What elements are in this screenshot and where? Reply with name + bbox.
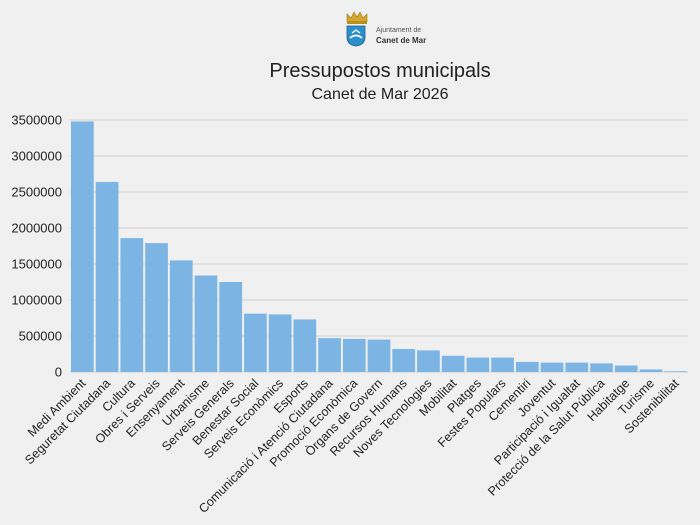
bar[interactable] xyxy=(120,238,144,372)
bar[interactable] xyxy=(590,363,613,372)
shield-icon xyxy=(346,25,366,47)
bar[interactable] xyxy=(95,181,119,372)
bar[interactable] xyxy=(466,357,490,372)
bar[interactable] xyxy=(565,362,589,372)
bar[interactable] xyxy=(441,355,465,372)
bar[interactable] xyxy=(342,338,366,372)
bar[interactable] xyxy=(219,282,243,372)
bar[interactable] xyxy=(70,121,94,372)
bar[interactable] xyxy=(664,371,688,372)
bar[interactable] xyxy=(293,319,317,372)
bar[interactable] xyxy=(392,348,416,372)
bar[interactable] xyxy=(639,369,663,372)
bar[interactable] xyxy=(417,350,440,372)
bar[interactable] xyxy=(318,338,341,372)
logo-line1: Ajuntament de xyxy=(376,27,422,34)
y-tick-label: 3500000 xyxy=(11,113,62,128)
bar[interactable] xyxy=(614,365,638,372)
y-tick-label: 1000000 xyxy=(11,293,62,308)
logo: Ajuntament de Canet de Mar xyxy=(338,8,428,50)
y-tick-label: 3000000 xyxy=(11,149,62,164)
logo-line2: Canet de Mar xyxy=(376,36,427,45)
crown-icon xyxy=(346,11,368,24)
y-tick-label: 500000 xyxy=(19,329,62,344)
bar[interactable] xyxy=(367,339,391,372)
bar[interactable] xyxy=(169,260,193,372)
y-tick-label: 2000000 xyxy=(11,221,62,236)
bar[interactable] xyxy=(194,275,218,372)
bar[interactable] xyxy=(515,361,539,372)
bar[interactable] xyxy=(145,243,168,372)
bar[interactable] xyxy=(540,362,564,372)
y-tick-label: 1500000 xyxy=(11,257,62,272)
y-tick-label: 2500000 xyxy=(11,185,62,200)
bar[interactable] xyxy=(491,357,514,372)
chart-title: Pressupostos municipals xyxy=(269,60,491,82)
y-tick-label: 0 xyxy=(55,365,62,380)
chart-subtitle: Canet de Mar 2026 xyxy=(311,86,449,103)
bar[interactable] xyxy=(244,313,267,372)
bar[interactable] xyxy=(268,314,292,372)
